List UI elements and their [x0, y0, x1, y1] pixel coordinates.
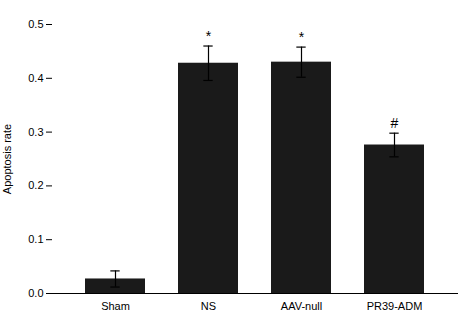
svg-text:NS: NS: [201, 300, 216, 312]
svg-text:*: *: [206, 28, 212, 44]
svg-text:*: *: [299, 29, 305, 45]
svg-text:0.1: 0.1: [28, 233, 43, 245]
svg-text:0.3: 0.3: [28, 126, 43, 138]
svg-text:0.0: 0.0: [28, 287, 43, 299]
svg-text:AAV-null: AAV-null: [281, 300, 322, 312]
svg-text:Apoptosis rate: Apoptosis rate: [1, 124, 13, 194]
svg-text:0.2: 0.2: [28, 179, 43, 191]
svg-text:#: #: [391, 115, 399, 131]
svg-text:Sham: Sham: [101, 300, 130, 312]
svg-text:0.4: 0.4: [28, 72, 43, 84]
svg-text:0.5: 0.5: [28, 18, 43, 30]
svg-text:PR39-ADM: PR39-ADM: [367, 300, 423, 312]
